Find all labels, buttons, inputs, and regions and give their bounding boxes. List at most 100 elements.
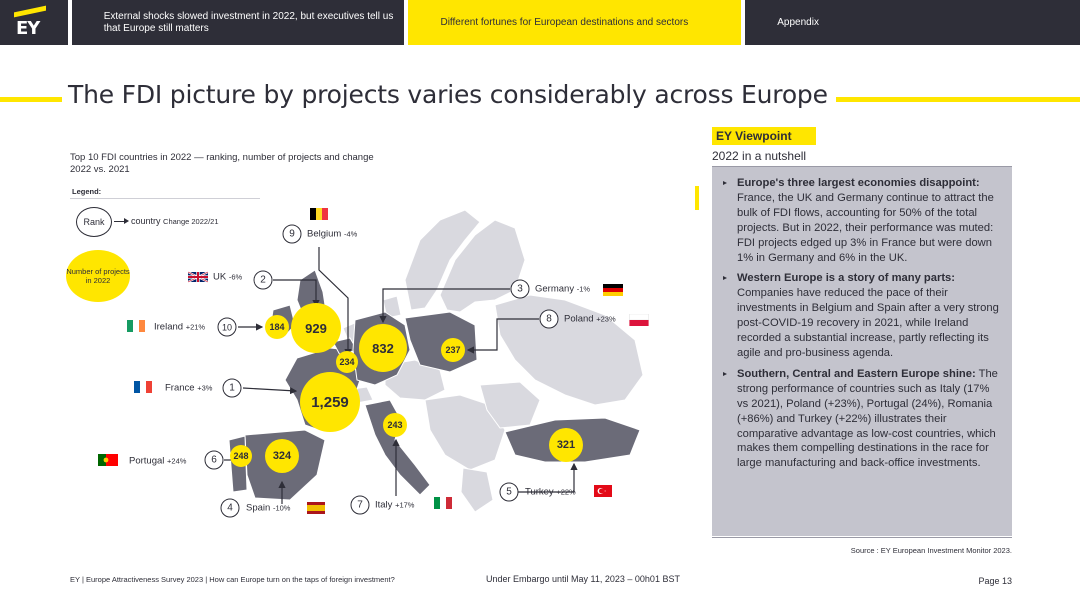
viewpoint-accent [695,186,699,210]
legend-country-text: country [131,216,161,226]
viewpoint-subtitle: 2022 in a nutshell [712,149,807,163]
label-belgium: Belgium -4% [307,229,357,240]
bubble-france: 1,259 [300,372,360,432]
label-france: France +3% [165,383,212,394]
label-belgium-name: Belgium [307,228,342,240]
bubble-italy: 243 [383,413,407,437]
bubble-ireland: 184 [265,315,289,339]
bubble-turkey: 321 [549,428,583,462]
label-france-name: France [165,382,195,394]
flag-poland-icon [629,314,649,326]
map-italy [364,399,431,496]
footer-embargo: Under Embargo until May 11, 2023 – 00h01… [486,574,680,584]
bubble-uk: 929 [291,303,341,353]
flag-uk-icon [188,271,208,283]
bubble-germany: 832 [359,324,407,372]
flag-spain-icon [307,502,325,514]
bubble-belgium: 234 [336,351,358,373]
flag-ireland-icon [127,320,145,332]
label-poland-name: Poland [564,313,594,325]
page-number: Page 13 [978,576,1012,586]
label-belgium-change: -4% [343,229,358,239]
legend-bubble: Number of projects in 2022 [66,250,130,302]
tab-appendix[interactable]: Appendix [745,0,1080,45]
label-uk-name: UK [213,271,227,283]
label-france-change: +3% [197,383,213,393]
bubble-portugal: 248 [230,445,252,467]
map-romania [479,381,541,429]
viewpoint-panel: Europe's three largest economies disappo… [712,166,1012,536]
label-portugal-name: Portugal [129,455,165,467]
label-poland: Poland +23% [564,314,616,325]
label-poland-change: +23% [596,314,616,324]
label-portugal: Portugal +24% [129,456,186,467]
label-italy-change: +17% [395,500,415,510]
label-spain: Spain -10% [246,503,290,514]
bubble-spain: 324 [265,439,299,473]
viewpoint-tag: EY Viewpoint [712,127,816,145]
bubble-poland: 237 [441,338,465,362]
ey-logo[interactable]: EY [0,0,68,45]
label-turkey-change: +22% [556,487,576,497]
label-italy: Italy +17% [375,500,414,511]
label-ireland-name: Ireland [154,321,184,333]
legend-country: country Change 2022/21 [131,216,219,226]
legend-label: Legend: [72,187,102,196]
legend-change-text: Change 2022/21 [163,217,219,226]
label-turkey-name: Turkey [525,486,554,498]
top-navigation: EY External shocks slowed investment in … [0,0,1080,45]
rank-germany: 3 [510,279,530,299]
rank-portugal: 6 [204,450,224,470]
flag-belgium-icon [310,208,328,220]
legend-divider [70,198,260,199]
tab-external-shocks[interactable]: External shocks slowed investment in 202… [71,0,405,45]
map-hungary-balkans [424,394,506,471]
viewpoint-item-text: France, the UK and Germany continue to a… [737,191,994,264]
viewpoint-bottom-rule [712,537,1012,538]
label-spain-name: Spain [246,502,271,514]
title-accent-right [836,97,1080,102]
rank-italy: 7 [350,495,370,515]
rank-poland: 8 [539,309,559,329]
label-uk-change: -6% [228,272,243,282]
label-uk: UK -6% [213,272,242,283]
footer-publication: EY | Europe Attractiveness Survey 2023 |… [70,575,395,584]
flag-portugal-icon [98,454,118,466]
label-germany-name: Germany [535,283,575,295]
legend-arrow [114,218,129,224]
flag-turkey-icon [594,485,612,497]
rank-turkey: 5 [499,482,519,502]
tab-different-fortunes[interactable]: Different fortunes for European destinat… [408,0,742,45]
label-turkey: Turkey +22% [525,487,576,498]
map-greece [460,467,494,513]
logo-text: EY [16,18,40,39]
label-germany: Germany -1% [535,284,590,295]
page-title: The FDI picture by projects varies consi… [68,80,828,109]
rank-spain: 4 [220,498,240,518]
rank-ireland: 10 [217,317,237,337]
label-spain-change: -10% [272,503,291,513]
viewpoint-item: Southern, Central and Eastern Europe shi… [722,367,1000,471]
viewpoint-item-heading: Southern, Central and Eastern Europe shi… [737,367,976,380]
title-accent-left [0,97,62,102]
source-note: Source : EY European Investment Monitor … [850,546,1012,555]
rank-belgium: 9 [282,224,302,244]
flag-france-icon [134,381,152,393]
viewpoint-item: Western Europe is a story of many parts:… [722,271,1000,360]
label-ireland-change: +21% [185,322,206,332]
flag-germany-icon [603,284,623,296]
label-germany-change: -1% [576,284,591,294]
chart-caption: Top 10 FDI countries in 2022 — ranking, … [70,152,374,175]
viewpoint-top-rule [712,166,1012,167]
label-ireland: Ireland +21% [154,322,205,333]
label-italy-name: Italy [375,499,393,511]
label-portugal-change: +24% [167,456,187,466]
flag-italy-icon [434,497,452,509]
viewpoint-item-text: Companies have reduced the pace of their… [737,287,999,359]
logo-beam [14,5,46,18]
viewpoint-item-heading: Western Europe is a story of many parts: [737,272,956,285]
legend-rank-circle: Rank [76,207,112,237]
rank-france: 1 [222,378,242,398]
rank-uk: 2 [253,270,273,290]
viewpoint-item-text: The strong performance of countries such… [737,367,998,470]
